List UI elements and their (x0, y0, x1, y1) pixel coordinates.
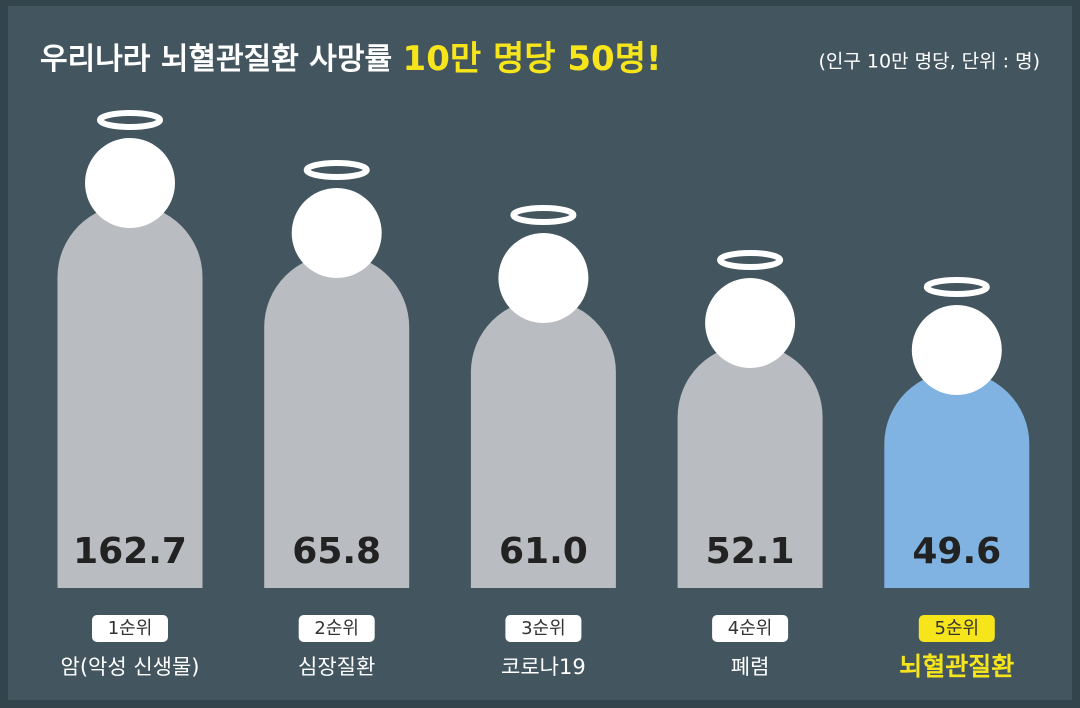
head (85, 138, 175, 228)
subtitle: (인구 10만 명당, 단위 : 명) (819, 51, 1040, 73)
head (498, 233, 588, 323)
rank-label: 1순위 (108, 618, 153, 639)
chart-title: 우리나라 뇌혈관질환 사망률 10만 명당 50명! (40, 39, 661, 79)
head (912, 305, 1002, 395)
chart: 우리나라 뇌혈관질환 사망률 10만 명당 50명! (인구 10만 명당, 단… (0, 0, 1080, 708)
title-highlight: 10만 명당 50명! (403, 39, 662, 79)
rank-label: 4순위 (728, 618, 773, 639)
value-label: 162.7 (73, 531, 187, 572)
category-label: 폐렴 (731, 655, 770, 679)
head (292, 188, 382, 278)
category-label: 암(악성 신생물) (61, 655, 200, 679)
rank-label: 5순위 (935, 618, 980, 639)
title-main: 우리나라 뇌혈관질환 사망률 (40, 42, 392, 77)
rank-label: 2순위 (314, 618, 359, 639)
value-label: 49.6 (912, 531, 1001, 572)
value-label: 65.8 (292, 531, 381, 572)
value-label: 61.0 (499, 531, 588, 572)
rank-label: 3순위 (521, 618, 566, 639)
head (705, 278, 795, 368)
value-label: 52.1 (706, 531, 795, 572)
category-label: 코로나19 (501, 655, 586, 679)
category-label: 심장질환 (298, 655, 375, 679)
category-label: 뇌혈관질환 (899, 652, 1014, 681)
